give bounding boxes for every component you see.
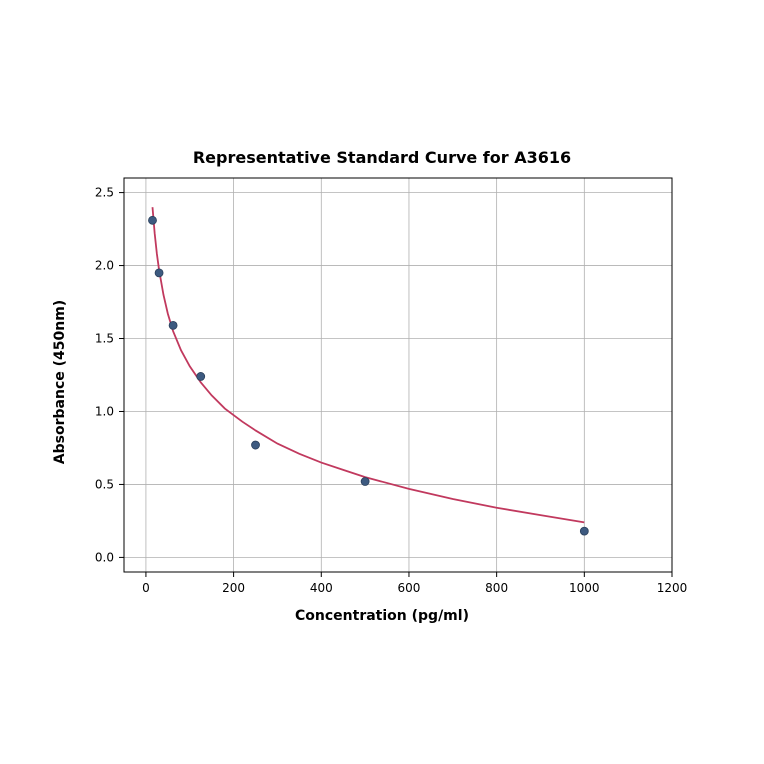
data-point — [580, 527, 588, 535]
data-point — [148, 216, 156, 224]
data-point — [197, 372, 205, 380]
chart-container: Representative Standard Curve for A3616 … — [0, 0, 764, 764]
xtick-label: 400 — [310, 581, 333, 595]
xtick-label: 600 — [398, 581, 421, 595]
xtick-label: 0 — [142, 581, 150, 595]
ytick-label: 1.5 — [95, 332, 114, 346]
xtick-label: 1000 — [569, 581, 600, 595]
xtick-label: 1200 — [657, 581, 688, 595]
ytick-label: 2.0 — [95, 259, 114, 273]
data-point — [361, 478, 369, 486]
ytick-label: 1.0 — [95, 404, 114, 418]
data-point — [252, 441, 260, 449]
xtick-label: 800 — [485, 581, 508, 595]
ytick-label: 2.5 — [95, 186, 114, 200]
data-point — [155, 269, 163, 277]
data-point — [169, 321, 177, 329]
ytick-label: 0.5 — [95, 477, 114, 491]
chart-svg: 0 200 400 600 800 1000 1200 0.0 0.5 1.0 1.5 2.0 2.5 — [0, 0, 764, 764]
ytick-label: 0.0 — [95, 550, 114, 564]
xtick-label: 200 — [222, 581, 245, 595]
